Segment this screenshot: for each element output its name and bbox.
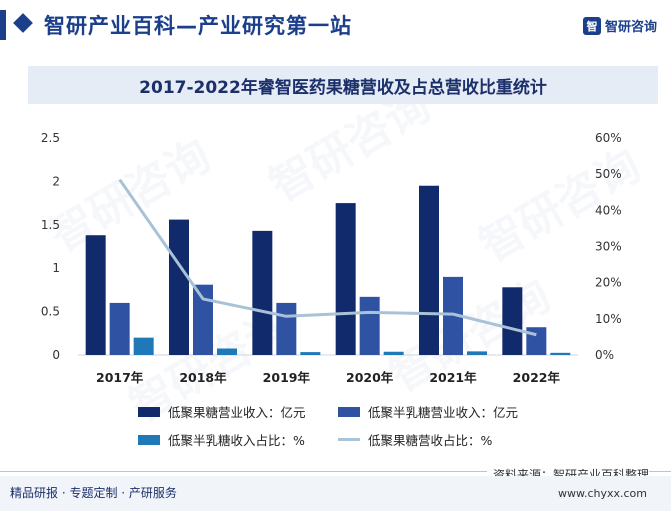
legend-item-series-0: 低聚果糖营业收入：亿元 bbox=[138, 402, 306, 421]
legend-label-series-1: 低聚半乳糖营业收入：亿元 bbox=[368, 405, 519, 420]
y-right-tick-label: 50% bbox=[595, 167, 622, 181]
y-left-tick-label: 2.5 bbox=[41, 131, 60, 145]
header-accent-bar bbox=[0, 10, 6, 40]
bar-series-1 bbox=[443, 276, 463, 355]
bar-series-2 bbox=[300, 352, 321, 355]
bar-series-1 bbox=[276, 302, 297, 355]
bar-series-0 bbox=[502, 287, 523, 355]
x-tick-label: 2022年 bbox=[513, 370, 561, 385]
legend-label-series-0: 低聚果糖营业收入：亿元 bbox=[168, 405, 306, 420]
chart-title-box: 2017-2022年睿智医药果糖营收及占总营收比重统计 bbox=[28, 66, 658, 104]
y-left-tick-label: 0 bbox=[52, 348, 60, 362]
bar-series-1 bbox=[359, 296, 380, 355]
x-tick-label: 2019年 bbox=[263, 370, 311, 385]
brand-name: 智研咨询 bbox=[604, 20, 657, 35]
brand[interactable]: 智 智研咨询 bbox=[582, 16, 657, 35]
x-tick-label: 2018年 bbox=[179, 370, 227, 385]
legend-item-series-2: 低聚半乳糖收入占比：% bbox=[138, 430, 305, 449]
page-header: 智研产业百科—产业研究第一站 智 智研咨询 bbox=[0, 0, 671, 50]
y-left-tick-label: 2 bbox=[52, 174, 60, 188]
legend-swatch-series-1 bbox=[338, 406, 360, 417]
brand-logo-icon: 智 bbox=[582, 16, 601, 35]
line-series-3 bbox=[118, 178, 537, 337]
footer-services: 精品研报 · 专题定制 · 产研服务 bbox=[10, 486, 177, 500]
y-right-tick-label: 20% bbox=[595, 276, 622, 290]
bar-series-1 bbox=[193, 284, 213, 355]
footer-url[interactable]: www.chyxx.com bbox=[557, 487, 647, 500]
bar-series-0 bbox=[335, 203, 356, 355]
bar-series-1 bbox=[109, 302, 130, 355]
legend-swatch-series-0 bbox=[138, 406, 160, 417]
bar-series-0 bbox=[252, 230, 273, 355]
y-right-tick-label: 0% bbox=[595, 348, 614, 362]
bar-series-2 bbox=[467, 351, 487, 355]
legend-label-series-2: 低聚半乳糖收入占比：% bbox=[168, 433, 305, 448]
y-right-tick-label: 40% bbox=[595, 203, 622, 217]
bar-series-0 bbox=[85, 235, 106, 355]
y-left-tick-label: 1.5 bbox=[41, 218, 60, 232]
y-right-tick-label: 60% bbox=[595, 131, 622, 145]
legend-label-series-3: 低聚果糖营收占比：% bbox=[368, 433, 493, 448]
legend-item-series-1: 低聚半乳糖营业收入：亿元 bbox=[338, 402, 518, 421]
bar-series-0 bbox=[169, 219, 189, 355]
bar-series-0 bbox=[419, 185, 439, 355]
legend-swatch-series-3 bbox=[338, 438, 360, 441]
footer-divider bbox=[0, 471, 671, 472]
chart-title: 2017-2022年睿智医药果糖营收及占总营收比重统计 bbox=[139, 77, 547, 98]
legend-swatch-series-2 bbox=[138, 434, 160, 445]
y-left-tick-label: 1 bbox=[52, 261, 60, 275]
bar-series-2 bbox=[383, 351, 404, 355]
y-left-tick-label: 0.5 bbox=[41, 305, 60, 319]
bar-series-1 bbox=[526, 327, 547, 355]
x-tick-label: 2020年 bbox=[346, 370, 394, 385]
legend-item-series-3: 低聚果糖营收占比：% bbox=[338, 430, 492, 449]
bar-series-2 bbox=[133, 337, 154, 355]
page-title: 智研产业百科—产业研究第一站 bbox=[44, 14, 352, 38]
x-tick-label: 2021年 bbox=[429, 370, 477, 385]
y-right-tick-label: 10% bbox=[595, 312, 622, 326]
footer-bar bbox=[0, 476, 671, 511]
y-right-tick-label: 30% bbox=[595, 240, 622, 254]
chart-legend: 低聚果糖营业收入：亿元 低聚半乳糖营业收入：亿元 低聚半乳糖收入占比：% 低聚果… bbox=[138, 400, 558, 452]
bar-series-2 bbox=[217, 348, 237, 355]
bar-series-2 bbox=[550, 352, 571, 355]
x-tick-label: 2017年 bbox=[96, 370, 144, 385]
